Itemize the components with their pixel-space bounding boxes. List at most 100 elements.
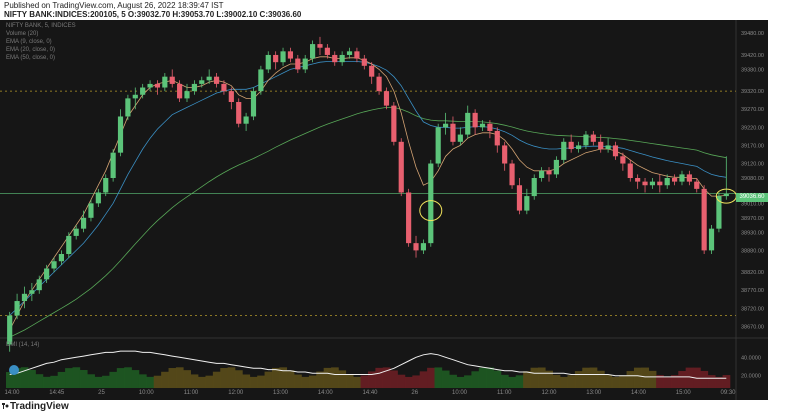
highlight-circle-dip: [419, 200, 443, 222]
legend-ema9: EMA (9, close, 0): [6, 39, 52, 45]
candle-body: [273, 54, 279, 63]
dmi-bar: [523, 371, 531, 388]
candle-body: [80, 217, 87, 229]
price-tick-label: 39220.00: [741, 125, 764, 131]
candle-body: [177, 83, 183, 99]
candle-body: [723, 193, 729, 197]
candle-body: [561, 141, 567, 160]
price-tick-label: 39270.00: [741, 107, 764, 113]
dmi-bar: [500, 374, 509, 388]
legend-ema20: EMA (20, close, 0): [6, 47, 56, 53]
candle-body: [612, 145, 619, 157]
candle-body: [295, 58, 301, 70]
candle-body: [339, 54, 345, 63]
dmi-bar: [294, 374, 302, 388]
candle-body: [450, 123, 456, 142]
tradingview-logo-icon: [2, 403, 9, 409]
dmi-bar: [94, 376, 103, 388]
candle-body: [679, 174, 685, 182]
candle-body: [236, 102, 242, 124]
dmi-bar: [50, 375, 59, 388]
chart-svg[interactable]: 39480.00 39420.00 39380.00 39320.00 39270.00…: [0, 20, 768, 400]
candle-body: [457, 134, 463, 142]
time-tick-label: 12:00: [228, 390, 244, 396]
dmi-tick-label: 20.0000: [741, 374, 761, 380]
time-tick-label: 26: [411, 390, 418, 396]
candle-body: [302, 58, 308, 70]
dmi-bar: [368, 371, 376, 388]
candle-body: [221, 83, 227, 92]
dmi-bar: [109, 371, 118, 388]
dmi-bar: [198, 376, 206, 388]
dmi-bar: [249, 376, 258, 388]
candle-body: [524, 196, 530, 211]
dmi-bar: [670, 375, 679, 388]
dmi-bar: [397, 374, 406, 388]
dmi-legend: DMI (14, 14): [6, 342, 40, 348]
ema50-line: [9, 107, 727, 338]
dmi-bar: [286, 370, 295, 388]
candle-body: [494, 130, 500, 146]
price-tick-label: 39380.00: [741, 67, 764, 73]
dmi-bar: [235, 370, 243, 388]
dmi-bar: [138, 374, 147, 388]
dmi-bar: [611, 376, 620, 388]
time-tick-label: 14:00: [631, 390, 647, 396]
candle-body: [361, 58, 367, 66]
dmi-bar: [87, 374, 95, 388]
price-tick-label: 38670.00: [741, 324, 764, 330]
dmi-bar: [515, 375, 524, 388]
candle-body: [169, 76, 175, 84]
legend-volume: Volume (20): [6, 31, 39, 37]
dmi-bar: [412, 375, 421, 388]
time-axis: 14:00 14:45 25 10:00 11:00 12:00 13:00 14:00 14:…: [4, 390, 736, 396]
brand-label[interactable]: TradingView: [10, 401, 69, 412]
dmi-bar: [264, 371, 273, 388]
dmi-bar: [183, 370, 191, 388]
dmi-bar: [604, 374, 613, 388]
dmi-bar: [153, 375, 162, 388]
dmi-bar: [6, 372, 14, 388]
price-tick-label: 38930.00: [741, 230, 764, 236]
dmi-bar: [456, 376, 465, 388]
candle-body: [14, 301, 20, 316]
candle-body: [346, 51, 353, 55]
candle-body: [317, 44, 323, 48]
dmi-bar: [537, 367, 546, 388]
dmi-bar: [390, 370, 398, 388]
dmi-bar: [633, 367, 642, 388]
dmi-bar: [478, 367, 487, 388]
price-tick-label: 39010.00: [741, 201, 764, 207]
dmi-bar: [552, 374, 561, 388]
candle-body: [664, 178, 670, 186]
dmi-axis: 40.0000 20.0000: [741, 355, 761, 379]
candle-body: [51, 261, 57, 269]
candle-body: [199, 80, 205, 84]
dmi-bar: [486, 367, 494, 388]
candle-body: [310, 44, 316, 59]
candle-body: [280, 51, 286, 63]
time-tick-label: 09:30: [720, 390, 736, 396]
dmi-bar: [567, 375, 576, 388]
candle-body: [191, 83, 197, 92]
dmi-bar: [345, 374, 354, 388]
indicator-legend: NIFTY BANK, 5, INDICES Volume (20) EMA (…: [6, 22, 76, 62]
dmi-bar: [331, 367, 339, 388]
last-price-badge: 39036.60: [736, 193, 768, 202]
candle-body: [605, 145, 611, 150]
dmi-bar: [449, 374, 457, 388]
chart-area[interactable]: 39480.00 39420.00 39380.00 39320.00 39270.00…: [0, 20, 768, 400]
time-tick-label: 14:00: [4, 390, 20, 396]
dmi-bar: [42, 376, 51, 388]
dmi-bar: [28, 369, 36, 388]
candle-body: [125, 98, 131, 117]
candle-body: [332, 54, 338, 63]
candle-body: [420, 243, 426, 251]
dmi-bar: [116, 368, 125, 388]
candle-body: [132, 94, 138, 99]
price-axis: 39480.00 39420.00 39380.00 39320.00 39270.00…: [741, 31, 764, 330]
dmi-bar: [434, 367, 443, 388]
candle-body: [694, 181, 700, 189]
dmi-tick-label: 40.0000: [741, 355, 761, 361]
candle-body: [162, 76, 168, 88]
